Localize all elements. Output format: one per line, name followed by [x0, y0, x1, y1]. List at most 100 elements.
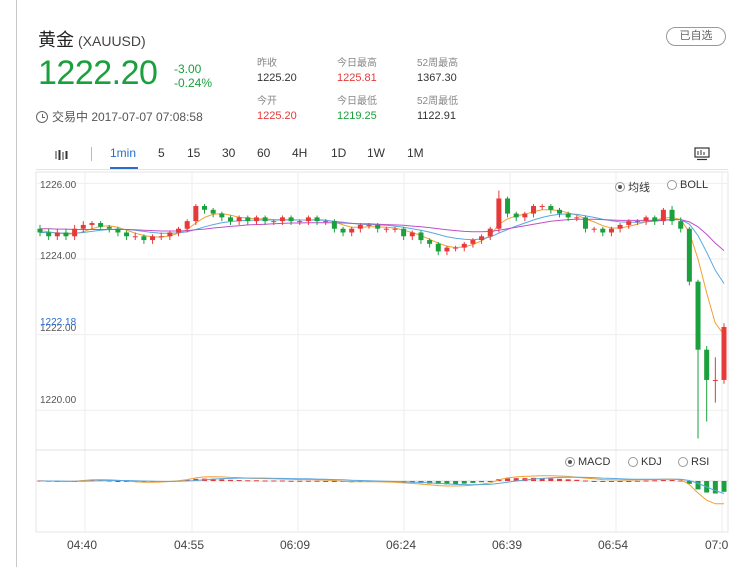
candle-body: [591, 228, 597, 230]
legend-ma[interactable]: 均线: [615, 179, 650, 195]
candle-body: [158, 236, 164, 238]
macd-bar: [323, 481, 329, 482]
instrument-code: (XAUUSD): [78, 33, 146, 49]
macd-bar: [591, 481, 597, 482]
candle-body: [54, 232, 60, 237]
x-tick-label: 06:39: [492, 538, 523, 552]
candle-body: [245, 217, 251, 222]
macd-bar: [600, 481, 606, 482]
period-60[interactable]: 60: [257, 146, 271, 160]
period-5[interactable]: 5: [158, 146, 165, 160]
period-1m[interactable]: 1M: [407, 146, 424, 160]
instrument-name: 黄金: [38, 30, 74, 50]
candle-body: [176, 228, 182, 233]
legend-kdj[interactable]: KDJ: [628, 456, 662, 468]
radio-macd[interactable]: [565, 457, 575, 467]
candle-body: [63, 232, 69, 237]
candle-body: [652, 217, 658, 222]
candle-body: [89, 223, 95, 225]
period-15[interactable]: 15: [187, 146, 201, 160]
macd-bar: [652, 480, 658, 482]
x-tick-label: 06:24: [386, 538, 417, 552]
macd-bar: [565, 479, 571, 481]
candle-body: [582, 217, 588, 229]
period-30[interactable]: 30: [222, 146, 236, 160]
candle-body: [124, 232, 130, 237]
radio-rsi[interactable]: [678, 457, 688, 467]
macd-bar: [582, 480, 588, 482]
candle-body: [574, 217, 580, 219]
macd-bar: [487, 481, 493, 482]
macd-dea-line: [40, 476, 725, 494]
stat-low: 今日最低 1219.25: [337, 96, 377, 122]
ma-long-line: [40, 218, 725, 251]
x-tick-label: 04:40: [67, 538, 98, 552]
candle-body: [435, 243, 441, 252]
candle-body: [357, 224, 363, 229]
candle-body: [193, 206, 199, 222]
candle-body: [383, 228, 389, 230]
candle-body: [288, 217, 294, 222]
radio-boll[interactable]: [667, 180, 677, 190]
radio-kdj[interactable]: [628, 457, 638, 467]
y-tick-label: 1224.00: [40, 251, 77, 262]
left-border: [16, 0, 17, 567]
candle-body: [72, 228, 78, 237]
macd-bar: [331, 481, 337, 482]
candle-body: [487, 228, 493, 237]
stat-52w-high: 52周最高 1367.30: [417, 58, 459, 84]
y-tick-label: 1226.00: [40, 180, 77, 191]
x-tick-label: 07:0: [705, 538, 729, 552]
candle-body: [660, 209, 666, 222]
macd-bar: [314, 480, 320, 482]
candle-body: [513, 213, 519, 218]
fullscreen-icon[interactable]: [694, 147, 710, 161]
radio-ma[interactable]: [615, 182, 625, 192]
macd-bar: [686, 481, 692, 484]
candle-body: [132, 236, 138, 238]
macd-bar: [453, 481, 459, 485]
candle-body: [453, 247, 459, 249]
macd-bar: [141, 481, 147, 483]
watchlist-button[interactable]: 已自选: [666, 27, 726, 46]
macd-bar: [210, 478, 216, 481]
legend-rsi[interactable]: RSI: [678, 456, 709, 468]
candle-body: [141, 236, 147, 241]
candle-body: [634, 221, 640, 223]
period-1d[interactable]: 1D: [331, 146, 347, 160]
legend-macd[interactable]: MACD: [565, 456, 610, 468]
macd-bar: [660, 480, 666, 482]
candle-body: [522, 213, 528, 218]
macd-bar: [427, 481, 433, 484]
macd-indicator: [36, 475, 728, 505]
period-1min[interactable]: 1min: [110, 146, 137, 160]
macd-bar: [617, 481, 623, 482]
candle-body: [210, 209, 216, 214]
stat-prev-close: 昨收 1225.20: [257, 58, 297, 84]
current-price-tag: 1222.18: [40, 317, 77, 328]
chart-type-icon[interactable]: [54, 149, 70, 161]
period-4h[interactable]: 4H: [292, 146, 308, 160]
candle-body: [678, 221, 684, 229]
candle-body: [505, 198, 511, 214]
period-1w[interactable]: 1W: [367, 146, 385, 160]
macd-bar: [678, 480, 684, 482]
macd-bar: [288, 480, 294, 482]
candle-body: [608, 228, 614, 233]
stat-open: 今开 1225.20: [257, 96, 297, 122]
candle-body: [202, 206, 208, 210]
macd-bar: [643, 480, 649, 482]
candle-body: [444, 247, 450, 252]
candle-body: [236, 217, 242, 222]
legend-boll[interactable]: BOLL: [667, 179, 708, 191]
macd-bar: [253, 480, 259, 482]
macd-bar: [279, 480, 285, 482]
candle-body: [556, 209, 562, 214]
candle-body: [297, 221, 303, 223]
x-tick-label: 06:54: [598, 538, 629, 552]
candle-body: [626, 221, 632, 225]
candle-body: [418, 232, 424, 241]
candlesticks: [37, 190, 727, 439]
chart-frame: [35, 171, 729, 533]
